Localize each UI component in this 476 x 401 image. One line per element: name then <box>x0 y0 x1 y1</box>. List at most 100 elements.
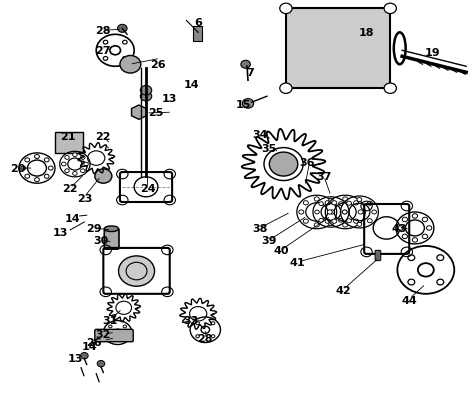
Text: 18: 18 <box>358 28 374 38</box>
FancyBboxPatch shape <box>285 9 389 89</box>
Circle shape <box>61 163 66 166</box>
Circle shape <box>346 219 351 223</box>
Circle shape <box>325 201 329 205</box>
Circle shape <box>34 178 39 182</box>
Circle shape <box>48 167 53 171</box>
Circle shape <box>401 235 407 239</box>
Circle shape <box>80 156 85 160</box>
Text: 43: 43 <box>391 223 407 233</box>
Circle shape <box>342 211 347 215</box>
Circle shape <box>279 84 291 94</box>
Circle shape <box>383 4 396 14</box>
Text: 28: 28 <box>197 333 213 343</box>
Circle shape <box>72 172 77 176</box>
Circle shape <box>318 202 323 206</box>
Circle shape <box>72 154 77 157</box>
Text: 20: 20 <box>10 164 26 174</box>
Text: 34: 34 <box>251 130 267 140</box>
Circle shape <box>44 175 49 179</box>
Circle shape <box>21 167 26 171</box>
Text: 33: 33 <box>183 315 198 325</box>
Text: 40: 40 <box>273 245 288 255</box>
Circle shape <box>421 218 426 222</box>
Text: 29: 29 <box>86 223 101 233</box>
Circle shape <box>314 197 318 202</box>
Circle shape <box>342 223 347 227</box>
Circle shape <box>314 223 318 227</box>
Circle shape <box>65 156 69 160</box>
Circle shape <box>401 218 407 222</box>
FancyBboxPatch shape <box>374 251 380 261</box>
Circle shape <box>314 211 318 215</box>
Ellipse shape <box>104 227 118 232</box>
Circle shape <box>426 226 431 231</box>
Circle shape <box>80 352 88 359</box>
Circle shape <box>367 219 371 223</box>
Circle shape <box>367 202 371 206</box>
Text: 24: 24 <box>140 184 156 194</box>
Circle shape <box>318 219 323 223</box>
Circle shape <box>303 219 307 224</box>
Text: 26: 26 <box>86 337 101 347</box>
Text: 37: 37 <box>316 172 331 182</box>
FancyBboxPatch shape <box>55 133 83 154</box>
Circle shape <box>342 211 347 215</box>
Text: 44: 44 <box>400 295 416 305</box>
Circle shape <box>34 155 39 159</box>
Circle shape <box>97 360 105 367</box>
FancyBboxPatch shape <box>192 26 201 42</box>
Circle shape <box>240 61 250 69</box>
Text: 31: 31 <box>102 315 118 325</box>
Circle shape <box>327 211 332 215</box>
Circle shape <box>25 158 30 162</box>
Circle shape <box>328 199 333 203</box>
Text: 21: 21 <box>60 132 75 142</box>
Circle shape <box>371 211 376 215</box>
Text: 39: 39 <box>261 235 277 245</box>
Text: 30: 30 <box>93 235 109 245</box>
Circle shape <box>411 238 416 243</box>
Circle shape <box>338 219 342 223</box>
Text: 14: 14 <box>81 341 97 351</box>
FancyBboxPatch shape <box>104 229 119 249</box>
Text: 25: 25 <box>148 108 163 118</box>
Text: 28: 28 <box>95 26 111 36</box>
Text: 14: 14 <box>183 80 198 90</box>
Circle shape <box>242 99 253 109</box>
FancyBboxPatch shape <box>95 330 133 342</box>
Text: 15: 15 <box>235 100 250 110</box>
Circle shape <box>118 256 154 287</box>
Circle shape <box>338 202 342 206</box>
Circle shape <box>80 169 85 173</box>
Circle shape <box>279 4 291 14</box>
Text: 13: 13 <box>67 353 82 363</box>
Circle shape <box>298 211 303 215</box>
Circle shape <box>328 222 333 226</box>
Circle shape <box>269 153 297 176</box>
Circle shape <box>411 214 416 219</box>
Circle shape <box>331 201 336 205</box>
Text: 22: 22 <box>62 184 78 194</box>
Polygon shape <box>131 106 146 120</box>
Circle shape <box>140 86 151 96</box>
Circle shape <box>331 219 336 224</box>
Text: 13: 13 <box>53 227 68 237</box>
Circle shape <box>421 235 426 239</box>
Text: 19: 19 <box>424 48 440 58</box>
Text: 38: 38 <box>252 223 267 233</box>
Text: 35: 35 <box>261 144 277 154</box>
Circle shape <box>119 57 140 74</box>
Text: 42: 42 <box>334 285 350 295</box>
Circle shape <box>346 202 351 206</box>
Circle shape <box>353 201 358 205</box>
Text: 6: 6 <box>194 18 202 28</box>
Circle shape <box>44 158 49 162</box>
Text: 41: 41 <box>289 257 305 267</box>
Circle shape <box>140 92 151 102</box>
Circle shape <box>357 211 362 215</box>
Circle shape <box>95 170 112 184</box>
Circle shape <box>357 223 361 227</box>
Circle shape <box>117 25 127 33</box>
Circle shape <box>329 211 334 215</box>
Circle shape <box>383 84 396 94</box>
